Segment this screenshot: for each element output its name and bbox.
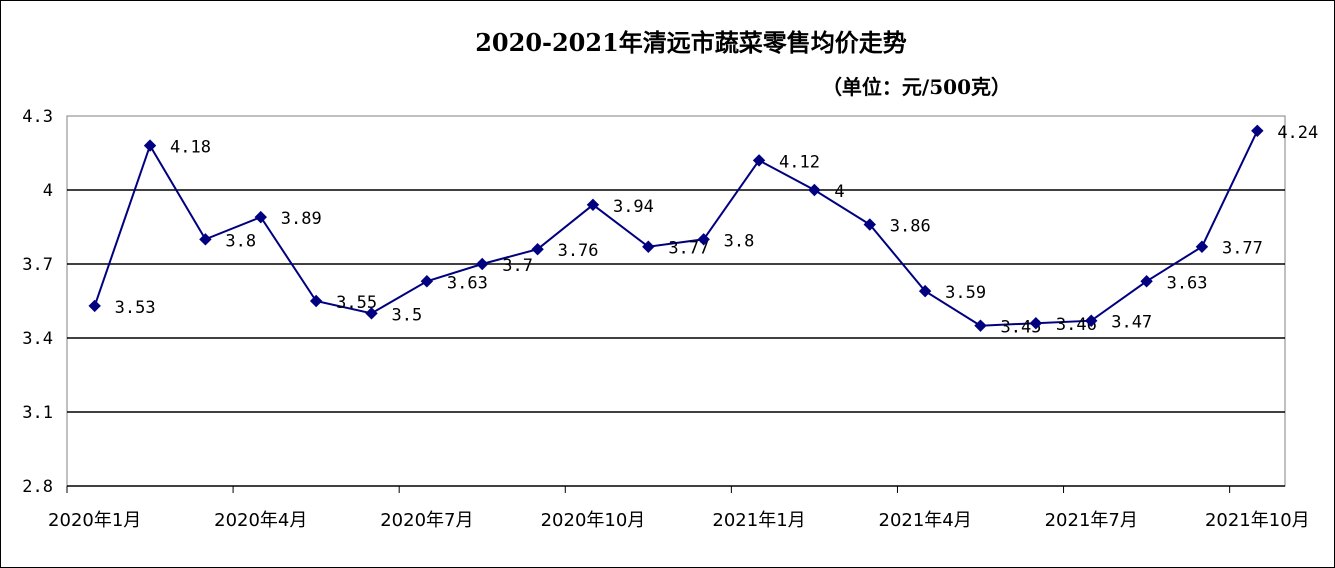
- data-label: 3.63: [1167, 273, 1208, 293]
- data-point: [863, 218, 876, 231]
- x-tick-label: 2020年1月: [48, 510, 141, 531]
- data-label: 3.59: [945, 283, 986, 303]
- data-point: [1029, 316, 1043, 330]
- data-point: [752, 154, 766, 167]
- chart-unit-subtitle: （单位：元/500克）: [822, 75, 1011, 99]
- x-tick-label: 2021年4月: [879, 510, 972, 531]
- plot-area: 2.8 3.1 3.4 3.7 4 4.3 2020年1月 2020年4月 2020年7月 202…: [22, 107, 1318, 531]
- data-label: 3.53: [115, 298, 156, 318]
- data-point: [88, 299, 101, 313]
- data-label: 3.8: [225, 231, 256, 251]
- data-point: [1140, 275, 1153, 288]
- series-line: [93, 130, 1259, 327]
- y-tick-label: 4: [43, 181, 53, 201]
- data-label: 3.77: [668, 239, 709, 259]
- data-label: 4.18: [170, 138, 211, 158]
- data-point: [531, 242, 544, 256]
- chart-title: 2020-2021年清远市蔬菜零售均价走势: [475, 28, 907, 57]
- data-point: [143, 139, 157, 152]
- data-point: [918, 284, 932, 298]
- data-point: [697, 233, 710, 246]
- data-point: [199, 233, 212, 246]
- data-point: [420, 275, 434, 288]
- data-label: 3.63: [447, 273, 488, 293]
- data-point: [309, 294, 323, 308]
- data-point: [476, 257, 489, 271]
- data-label: 3.76: [558, 241, 599, 261]
- data-point: [808, 183, 821, 197]
- data-label: 4: [834, 182, 844, 202]
- y-tick-label: 4.3: [22, 107, 53, 127]
- data-point: [586, 198, 600, 212]
- y-tick-label: 3.7: [22, 255, 53, 275]
- data-label: 3.86: [890, 217, 931, 237]
- y-tick-label: 3.1: [22, 403, 53, 423]
- plot-border: [66, 115, 1286, 487]
- data-label: 3.8: [724, 231, 755, 251]
- x-tick-label: 2021年1月: [712, 510, 805, 531]
- x-tick-label: 2020年7月: [380, 510, 473, 531]
- data-point: [1195, 240, 1209, 253]
- data-label: 3.7: [502, 256, 533, 276]
- x-tick-label: 2021年10月: [1205, 510, 1310, 531]
- data-label: 3.89: [281, 209, 322, 229]
- data-label: 4.12: [779, 152, 820, 172]
- y-tick-label: 2.8: [22, 477, 53, 497]
- x-tick-label: 2021年7月: [1045, 510, 1138, 531]
- x-tick-label: 2020年4月: [214, 510, 307, 531]
- y-tick-label: 3.4: [22, 329, 53, 349]
- data-label: 3.77: [1222, 239, 1263, 259]
- data-point: [1085, 314, 1098, 327]
- x-tick-label: 2020年10月: [541, 510, 646, 531]
- data-label: 3.47: [1111, 313, 1152, 333]
- data-label: 3.55: [336, 293, 377, 313]
- data-label: 3.94: [613, 197, 654, 217]
- data-point: [974, 319, 987, 332]
- data-point: [642, 240, 655, 253]
- data-point: [254, 210, 267, 224]
- data-label: 4.24: [1277, 123, 1318, 143]
- data-label: 3.5: [392, 305, 423, 325]
- data-point: [365, 307, 378, 320]
- data-point: [1251, 124, 1264, 138]
